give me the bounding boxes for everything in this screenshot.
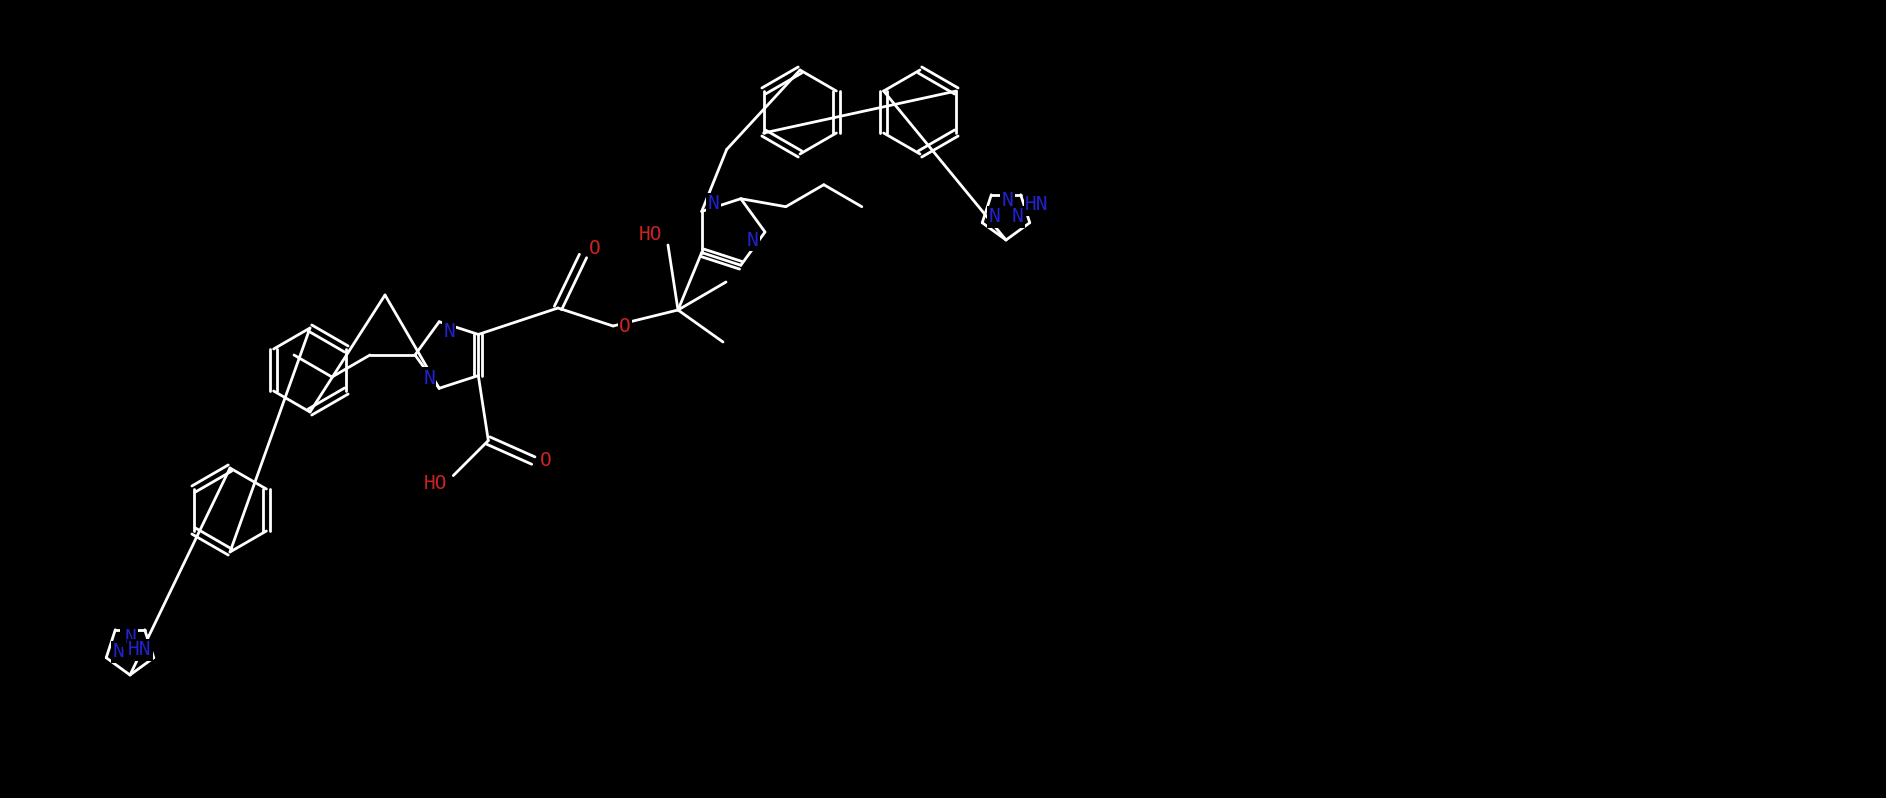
Text: N: N — [707, 194, 720, 213]
Text: N: N — [747, 231, 758, 250]
Text: HN: HN — [128, 640, 151, 659]
Text: O: O — [619, 317, 632, 335]
Text: O: O — [539, 451, 551, 470]
Text: N: N — [124, 628, 136, 647]
Text: HN: HN — [1024, 196, 1049, 215]
Text: N: N — [113, 642, 124, 662]
Text: O: O — [588, 239, 602, 258]
Text: N: N — [422, 369, 436, 388]
Text: N: N — [121, 626, 134, 646]
Text: N: N — [1001, 192, 1013, 211]
Text: HO: HO — [637, 226, 662, 244]
Text: HO: HO — [424, 474, 447, 493]
Text: N: N — [443, 322, 455, 342]
Text: N: N — [988, 207, 1000, 226]
Text: N: N — [1013, 207, 1024, 226]
